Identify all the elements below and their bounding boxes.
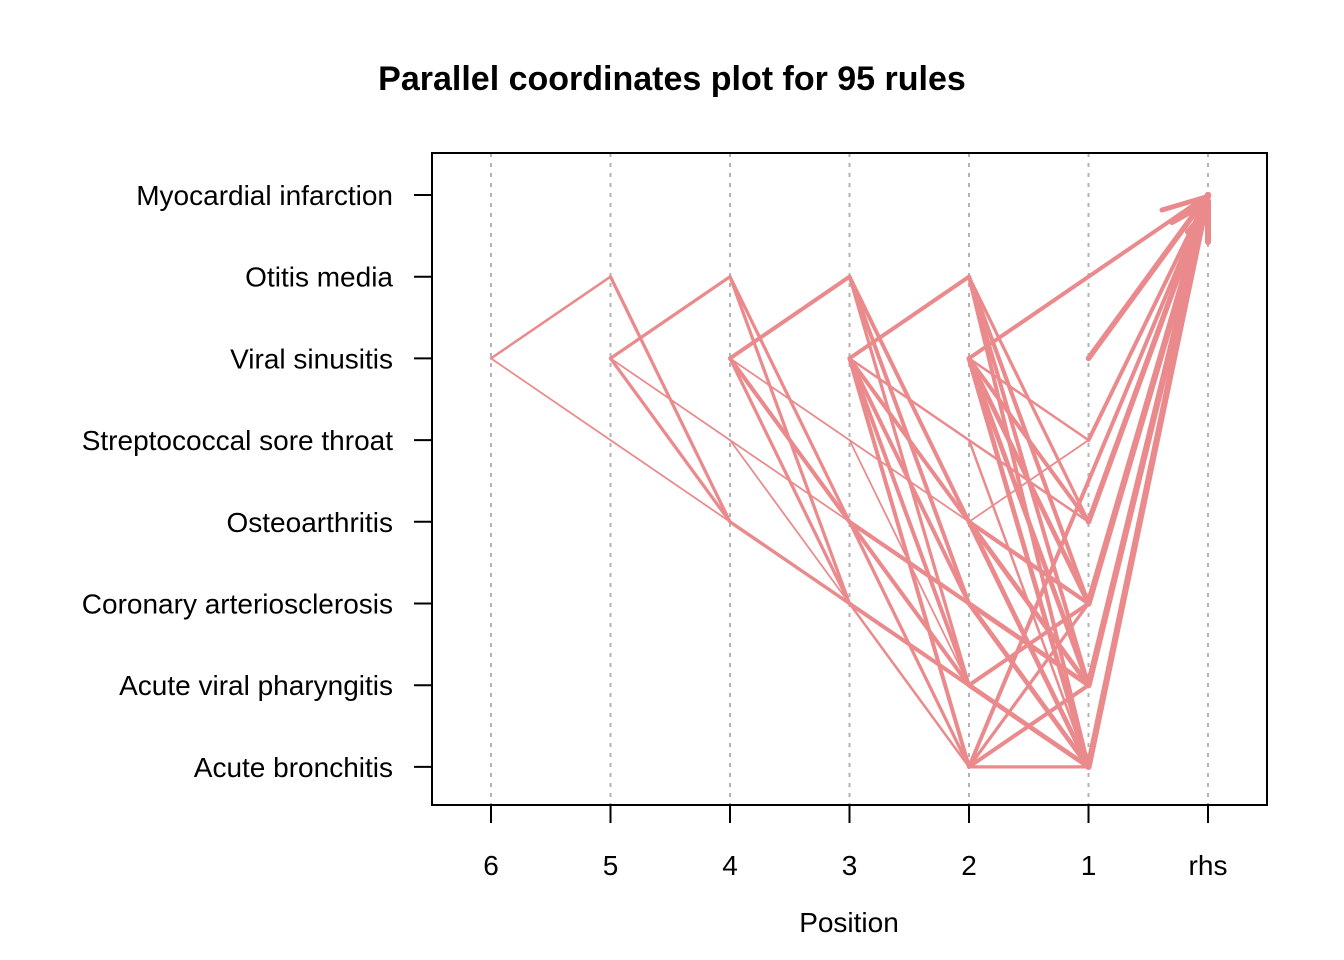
x-tick-label-5: 5 <box>603 850 619 881</box>
chart-title: Parallel coordinates plot for 95 rules <box>378 60 966 98</box>
y-axis: Myocardial infarction Otitis media Viral s… <box>82 180 432 783</box>
rule-line-57 <box>1085 191 1212 771</box>
y-tick-label-myocardial-infarction: Myocardial infarction <box>136 180 393 211</box>
rhs-arrow-3 <box>1185 206 1211 235</box>
x-tick-label-3: 3 <box>842 850 858 881</box>
vertical-grid <box>490 153 1209 805</box>
rhs-arrow-2 <box>1169 200 1209 225</box>
x-tick-label-4: 4 <box>722 850 738 881</box>
rhs-arrow-1 <box>1159 194 1209 213</box>
y-tick-label-streptococcal-sore-throat: Streptococcal sore throat <box>82 425 393 456</box>
x-tick-label-2: 2 <box>961 850 977 881</box>
y-tick-label-otitis-media: Otitis media <box>245 262 393 293</box>
y-tick-label-acute-viral-pharyngitis: Acute viral pharyngitis <box>119 670 393 701</box>
rule-line-55 <box>1085 191 1212 607</box>
x-tick-label-1: 1 <box>1081 850 1097 881</box>
x-axis: 6 5 4 3 2 1 rhs <box>483 805 1227 881</box>
y-tick-label-viral-sinusitis: Viral sinusitis <box>230 343 393 374</box>
rule-line-51 <box>1085 192 1211 362</box>
x-axis-label: Position <box>799 907 899 938</box>
y-tick-label-coronary-arteriosclerosis: Coronary arteriosclerosis <box>82 589 393 620</box>
rule-lines <box>489 191 1212 771</box>
rule-line-31 <box>967 193 1210 361</box>
x-tick-label-rhs: rhs <box>1189 850 1228 881</box>
rule-line-54 <box>1085 192 1211 525</box>
x-tick-label-6: 6 <box>483 850 499 881</box>
rule-line-53 <box>1086 193 1210 443</box>
y-tick-label-acute-bronchitis: Acute bronchitis <box>194 752 393 783</box>
y-tick-label-osteoarthritis: Osteoarthritis <box>227 507 394 538</box>
